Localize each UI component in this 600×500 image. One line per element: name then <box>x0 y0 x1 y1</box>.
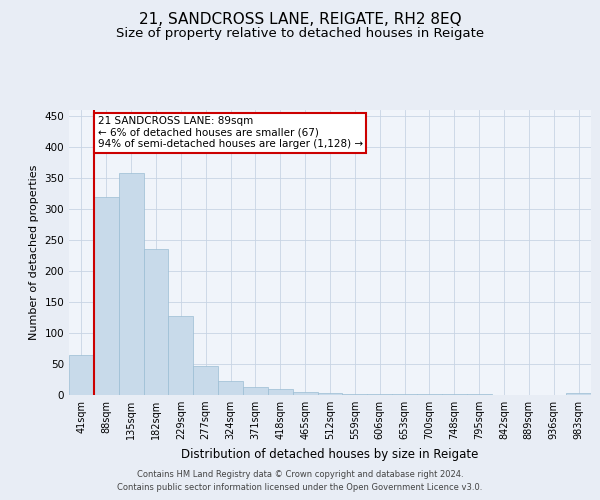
Bar <box>392 394 417 395</box>
Bar <box>367 394 392 395</box>
Bar <box>317 393 343 395</box>
Bar <box>69 354 94 395</box>
Bar <box>417 394 442 395</box>
Bar <box>268 389 293 395</box>
Bar <box>169 316 193 395</box>
Text: Contains public sector information licensed under the Open Government Licence v3: Contains public sector information licen… <box>118 482 482 492</box>
Text: 21, SANDCROSS LANE, REIGATE, RH2 8EQ: 21, SANDCROSS LANE, REIGATE, RH2 8EQ <box>139 12 461 28</box>
Bar <box>143 250 169 395</box>
Y-axis label: Number of detached properties: Number of detached properties <box>29 165 39 340</box>
Bar <box>94 196 119 395</box>
Bar <box>343 394 367 395</box>
Bar <box>243 387 268 395</box>
Text: Size of property relative to detached houses in Reigate: Size of property relative to detached ho… <box>116 28 484 40</box>
Text: Contains HM Land Registry data © Crown copyright and database right 2024.: Contains HM Land Registry data © Crown c… <box>137 470 463 479</box>
Bar <box>467 394 491 395</box>
X-axis label: Distribution of detached houses by size in Reigate: Distribution of detached houses by size … <box>181 448 479 460</box>
Bar <box>566 393 591 395</box>
Text: 21 SANDCROSS LANE: 89sqm
← 6% of detached houses are smaller (67)
94% of semi-de: 21 SANDCROSS LANE: 89sqm ← 6% of detache… <box>98 116 363 150</box>
Bar <box>193 366 218 395</box>
Bar <box>218 381 243 395</box>
Bar <box>119 173 143 395</box>
Bar <box>442 394 467 395</box>
Bar <box>293 392 317 395</box>
